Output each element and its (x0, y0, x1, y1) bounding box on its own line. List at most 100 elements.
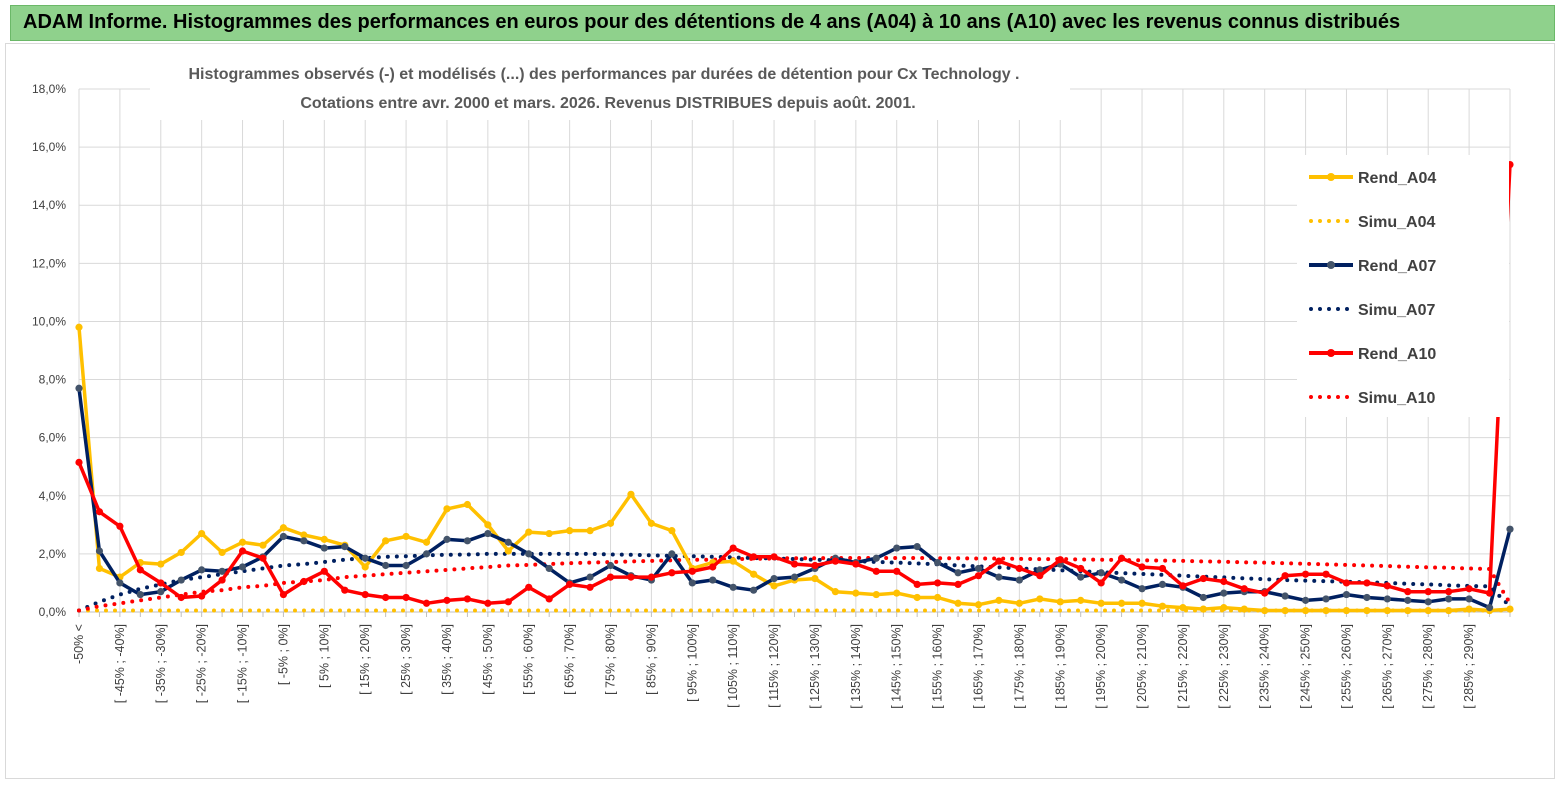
data-point (872, 590, 880, 599)
data-point (218, 576, 226, 584)
legend-item-Simu_A07: Simu_A07 (1309, 302, 1435, 319)
x-tick-label: [ 235% ; 240%] (1258, 624, 1272, 709)
data-point (443, 535, 451, 543)
data-point (1097, 599, 1105, 607)
data-point (177, 576, 185, 584)
legend-box (1297, 155, 1509, 417)
data-point (1506, 605, 1514, 613)
data-point (1097, 569, 1105, 577)
data-point (484, 521, 492, 529)
legend-marker (1327, 261, 1335, 269)
data-point (1138, 563, 1146, 571)
y-tick-label: 0,0% (39, 605, 67, 619)
data-point (606, 561, 615, 570)
data-point (688, 567, 696, 575)
x-tick-label: [ 145% ; 150%] (890, 624, 904, 709)
data-point (1342, 579, 1351, 587)
y-tick-label: 14,0% (32, 198, 66, 212)
data-point (341, 586, 349, 594)
data-point (422, 538, 431, 546)
data-point (1404, 596, 1412, 604)
y-tick-label: 18,0% (32, 82, 66, 96)
legend-label: Simu_A10 (1358, 390, 1435, 407)
data-point (1404, 588, 1412, 596)
data-point (95, 508, 104, 516)
data-point (382, 593, 390, 602)
data-point (566, 580, 574, 588)
report-banner-title: ADAM Informe. Histogrammes des performan… (23, 11, 1401, 33)
data-point (1445, 595, 1453, 603)
x-tick-label: [ 205% ; 210%] (1135, 624, 1149, 709)
legend-label: Rend_A10 (1358, 346, 1436, 363)
data-point (382, 537, 390, 545)
legend-label: Rend_A07 (1358, 258, 1436, 275)
y-tick-label: 2,0% (39, 547, 67, 561)
data-point (1077, 596, 1085, 604)
x-tick-label: [ 55% ; 60%] (522, 624, 536, 695)
data-point (525, 528, 533, 536)
data-point (198, 529, 206, 538)
data-point (1281, 606, 1289, 615)
data-point (974, 572, 983, 580)
x-tick-label: [ 115% ; 120%] (767, 624, 781, 708)
data-point (1056, 598, 1064, 606)
data-point (1424, 598, 1432, 606)
data-point (1301, 606, 1310, 615)
data-point (566, 527, 574, 535)
data-point (770, 553, 778, 561)
x-tick-label: [ 155% ; 160%] (931, 624, 945, 709)
data-point (1240, 585, 1248, 593)
data-point (116, 579, 124, 587)
data-point (811, 561, 819, 570)
data-point (1158, 564, 1167, 573)
data-point (422, 550, 431, 558)
data-point (463, 595, 472, 603)
y-tick-label: 8,0% (39, 373, 67, 387)
data-point (913, 593, 921, 602)
data-point (750, 570, 758, 578)
x-tick-label: [ 95% ; 100%] (685, 624, 699, 702)
x-tick-label: [ 185% ; 190%] (1053, 624, 1067, 709)
y-tick-label: 10,0% (32, 314, 66, 328)
data-point (1301, 570, 1310, 578)
data-point (1485, 589, 1494, 597)
legend-item-Simu_A04: Simu_A04 (1309, 214, 1435, 231)
data-point (1036, 566, 1044, 574)
data-point (872, 567, 880, 575)
x-tick-label: [ 25% ; 30%] (399, 624, 413, 695)
data-point (995, 573, 1003, 581)
data-point (893, 544, 901, 552)
data-point (279, 532, 288, 541)
data-point (1158, 602, 1167, 610)
data-point (1363, 579, 1371, 587)
x-tick-label: [ -25% ; -20%] (195, 624, 209, 703)
data-point (259, 541, 267, 549)
x-tick-label: [ 125% ; 130%] (808, 624, 822, 709)
legend-label: Simu_A04 (1358, 214, 1435, 231)
data-point (1117, 554, 1126, 562)
data-point (913, 580, 921, 588)
data-point (790, 573, 799, 581)
data-point (75, 323, 83, 331)
series-line (77, 556, 1512, 613)
data-point (218, 567, 226, 575)
x-tick-label: [ 255% ; 260%] (1339, 624, 1353, 709)
x-tick-label: [ 45% ; 50%] (481, 624, 495, 695)
data-point (1465, 605, 1473, 613)
data-point (1179, 582, 1187, 590)
data-point (1445, 606, 1453, 615)
data-point (75, 458, 83, 466)
data-point (320, 567, 328, 575)
legend-label: Rend_A04 (1358, 170, 1436, 187)
x-tick-label: [ 275% ; 280%] (1421, 624, 1435, 709)
x-tick-label: [ -45% ; -40%] (113, 624, 127, 703)
series-line (77, 327, 1511, 613)
data-point (934, 579, 942, 587)
data-point (770, 574, 778, 583)
data-point (1220, 589, 1228, 597)
data-point (402, 593, 410, 602)
legend-item-Rend_A10: Rend_A10 (1309, 346, 1436, 363)
data-point (586, 573, 594, 581)
x-axis: -50% < [ -45% ; -40%] [ -35% ; -30%] [ -25%… (72, 624, 1476, 709)
data-point (750, 553, 758, 561)
